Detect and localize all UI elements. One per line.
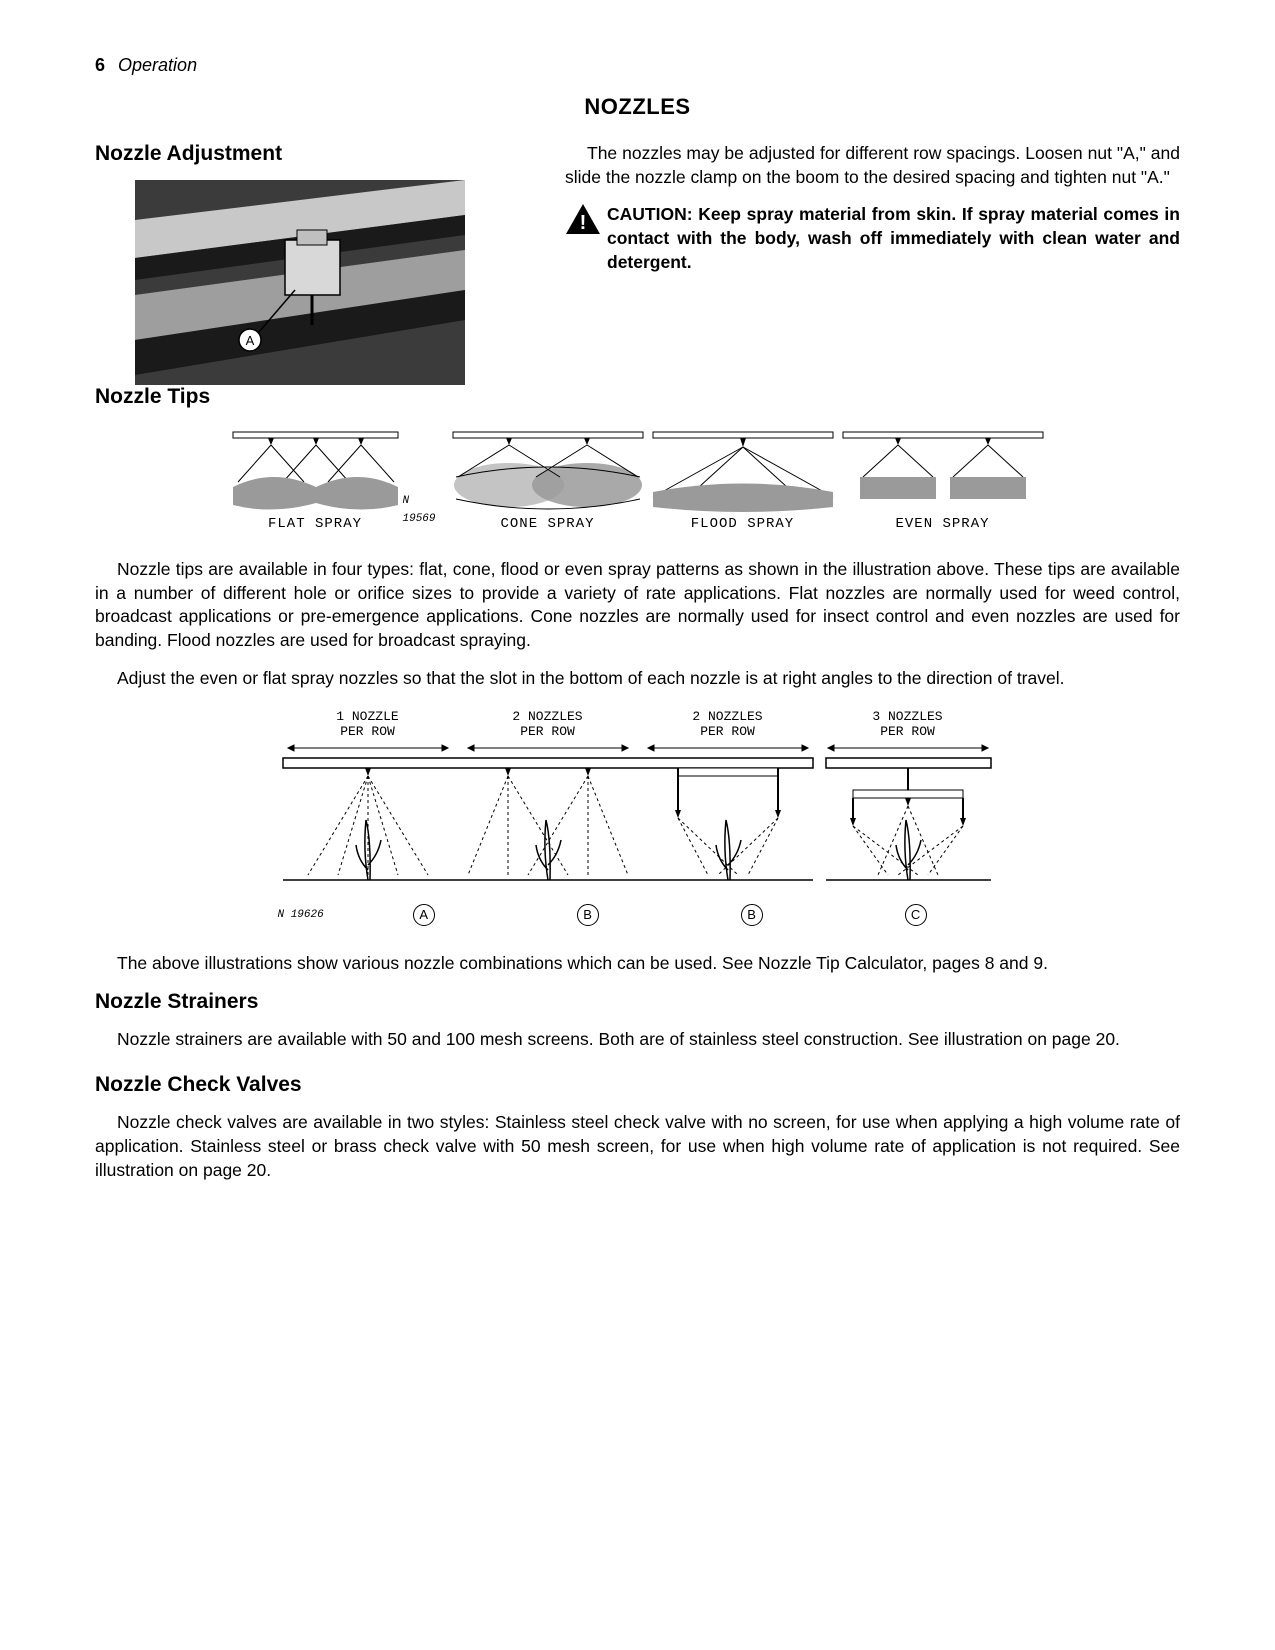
spray-flood: FLOOD SPRAY — [648, 427, 838, 532]
adjustment-photo: A — [135, 180, 465, 385]
spray-types-row: FLAT SPRAY N 19569 CONE SPRAY — [228, 427, 1048, 532]
strainers-para: Nozzle strainers are available with 50 a… — [95, 1028, 1180, 1052]
tips-para1: Nozzle tips are available in four types:… — [95, 558, 1180, 653]
strainers-heading: Nozzle Strainers — [95, 990, 1180, 1014]
warning-icon: ! — [565, 203, 601, 235]
svg-text:A: A — [246, 333, 255, 348]
marker-c: C — [905, 904, 927, 926]
config-para: The above illustrations show various noz… — [95, 952, 1180, 976]
caution-text: CAUTION: Keep spray material from skin. … — [607, 203, 1180, 274]
spray-flood-label: FLOOD SPRAY — [648, 516, 838, 532]
main-title: NOZZLES — [95, 94, 1180, 120]
section-name: Operation — [118, 55, 197, 75]
config-col-0: 1 NOZZLEPER ROW — [278, 710, 458, 740]
spray-even: EVEN SPRAY — [838, 427, 1048, 532]
checkvalves-para: Nozzle check valves are available in two… — [95, 1111, 1180, 1182]
marker-a: A — [413, 904, 435, 926]
config-fig-ref: N 19626 — [278, 909, 324, 921]
spray-cone-label: CONE SPRAY — [448, 516, 648, 532]
adjustment-row: Nozzle Adjustment A — [95, 142, 1180, 385]
config-col-2: 2 NOZZLESPER ROW — [638, 710, 818, 740]
svg-text:!: ! — [580, 212, 587, 234]
adjustment-paragraph: The nozzles may be adjusted for differen… — [565, 142, 1180, 189]
spray-flat: FLAT SPRAY — [228, 427, 403, 532]
config-col-1: 2 NOZZLESPER ROW — [458, 710, 638, 740]
spray-cone: CONE SPRAY — [448, 427, 648, 532]
tips-fig-ref: N 19569 — [403, 495, 436, 525]
page-header: 6 Operation — [95, 55, 1180, 76]
caution-block: ! CAUTION: Keep spray material from skin… — [565, 203, 1180, 274]
marker-b2: B — [741, 904, 763, 926]
page: 6 Operation NOZZLES Nozzle Adjustment — [0, 0, 1275, 1650]
tips-para2: Adjust the even or flat spray nozzles so… — [95, 667, 1180, 691]
marker-b1: B — [577, 904, 599, 926]
tips-heading: Nozzle Tips — [95, 385, 1180, 409]
spray-flat-label: FLAT SPRAY — [228, 516, 403, 532]
config-col-3: 3 NOZZLESPER ROW — [818, 710, 998, 740]
spray-even-label: EVEN SPRAY — [838, 516, 1048, 532]
adjustment-heading: Nozzle Adjustment — [95, 142, 525, 166]
page-number: 6 — [95, 55, 105, 75]
checkvalves-heading: Nozzle Check Valves — [95, 1073, 1180, 1097]
config-diagram: 1 NOZZLEPER ROW 2 NOZZLESPER ROW 2 NOZZL… — [278, 710, 998, 926]
